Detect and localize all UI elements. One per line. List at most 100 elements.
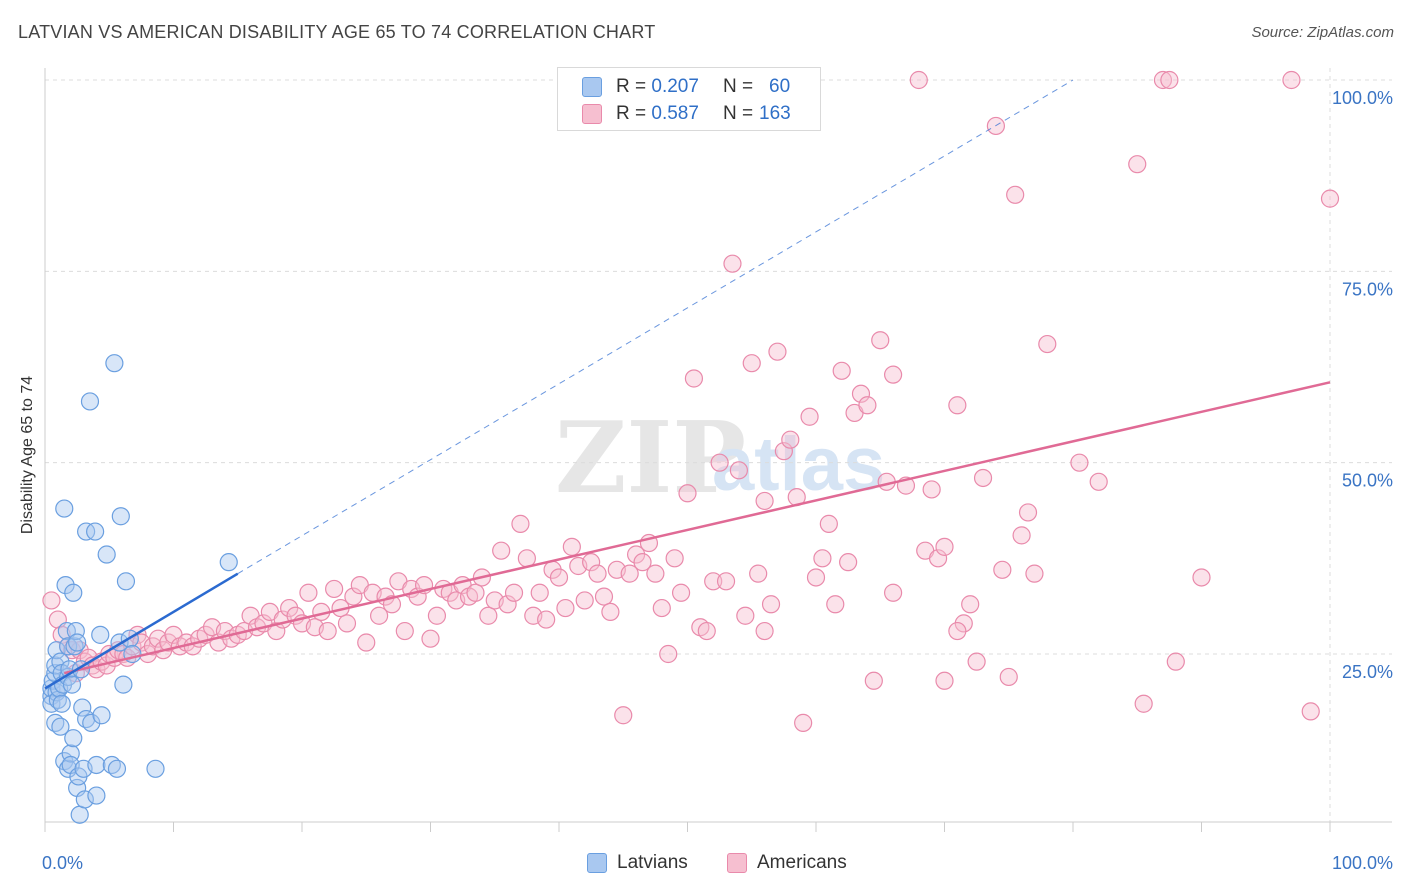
y-tick-label-50: 50.0% bbox=[1342, 471, 1393, 491]
american-point-172 bbox=[883, 583, 903, 602]
latvian-point-58 bbox=[219, 553, 238, 572]
american-point-78 bbox=[498, 595, 517, 614]
latvian-point-45 bbox=[87, 786, 106, 805]
latvian-point-41 bbox=[80, 392, 100, 411]
americans-swatch bbox=[582, 104, 602, 124]
legend-stats: R = 0.207 N = 60 R = 0.587 N = 163 bbox=[557, 67, 821, 131]
american-point-96 bbox=[614, 706, 633, 725]
american-point-104 bbox=[665, 549, 684, 568]
american-point-120 bbox=[768, 342, 787, 361]
american-point-167 bbox=[1089, 472, 1108, 491]
american-point-117 bbox=[749, 564, 768, 583]
chart-title: LATVIAN VS AMERICAN DISABILITY AGE 65 TO… bbox=[18, 22, 656, 42]
american-point-153 bbox=[1006, 185, 1025, 204]
american-point-53 bbox=[337, 614, 357, 633]
american-point-149 bbox=[973, 468, 993, 488]
x-tick-label-min: 0.0% bbox=[42, 853, 83, 873]
american-point-133 bbox=[851, 384, 871, 403]
americans-r-label: R = bbox=[616, 103, 647, 124]
tick-labels: 25.0% 50.0% 75.0% 100.0% 0.0% 100.0% bbox=[42, 88, 1393, 873]
american-point-114 bbox=[729, 461, 749, 480]
american-point-91 bbox=[582, 553, 601, 572]
american-point-87 bbox=[556, 598, 575, 618]
latvian-trend-line bbox=[44, 572, 239, 690]
american-point-105 bbox=[671, 583, 691, 602]
american-point-67 bbox=[427, 606, 447, 625]
american-point-156 bbox=[1025, 564, 1044, 583]
american-point-159 bbox=[1128, 155, 1147, 174]
american-point-135 bbox=[864, 671, 883, 690]
american-point-140 bbox=[909, 70, 928, 90]
american-point-151 bbox=[993, 560, 1012, 579]
latvian-point-54 bbox=[114, 675, 133, 694]
latvian-point-14 bbox=[52, 694, 71, 713]
american-point-127 bbox=[813, 549, 832, 568]
american-point-112 bbox=[716, 572, 736, 591]
american-point-134 bbox=[858, 396, 877, 415]
watermark-zip: ZIP bbox=[555, 401, 746, 516]
american-point-158 bbox=[1070, 453, 1089, 472]
american-point-97 bbox=[620, 564, 639, 583]
latvian-point-51 bbox=[107, 759, 127, 778]
legend-item-americans: Americans bbox=[727, 852, 847, 874]
latvians-legend-label: Latvians bbox=[617, 852, 688, 873]
american-point-148 bbox=[967, 652, 986, 671]
latvian-point-55 bbox=[116, 572, 136, 591]
american-point-50 bbox=[318, 621, 337, 641]
american-point-42 bbox=[267, 621, 286, 641]
latvian-point-27 bbox=[64, 729, 83, 748]
latvian-points bbox=[42, 354, 238, 824]
y-tick-label-100: 100.0% bbox=[1332, 88, 1393, 108]
y-tick-label-25: 25.0% bbox=[1342, 662, 1393, 682]
american-point-62 bbox=[395, 621, 414, 641]
latvians-r-value: 0.207 bbox=[651, 76, 699, 97]
latvian-point-44 bbox=[87, 755, 106, 775]
american-point-170 bbox=[935, 537, 954, 556]
latvian-point-43 bbox=[86, 522, 105, 541]
latvians-swatch bbox=[582, 77, 602, 97]
latvian-point-57 bbox=[146, 759, 165, 778]
american-point-77 bbox=[492, 541, 511, 560]
american-point-101 bbox=[646, 564, 665, 583]
american-point-107 bbox=[684, 369, 704, 388]
american-point-58 bbox=[370, 606, 389, 625]
latvians-n-label: N = bbox=[722, 76, 754, 97]
american-point-111 bbox=[710, 453, 729, 472]
american-point-115 bbox=[736, 606, 755, 625]
american-point-51 bbox=[325, 579, 344, 599]
american-point-168 bbox=[1192, 568, 1211, 587]
american-point-166 bbox=[1320, 189, 1340, 208]
latvian-point-36 bbox=[73, 698, 92, 717]
american-point-47 bbox=[299, 583, 318, 602]
american-point-90 bbox=[575, 591, 594, 610]
american-point-118 bbox=[755, 621, 774, 641]
american-point-131 bbox=[839, 553, 858, 572]
latvian-trend-extension bbox=[237, 79, 1074, 575]
latvian-point-42 bbox=[82, 713, 101, 732]
latvians-r-label: R = bbox=[616, 76, 647, 97]
american-point-130 bbox=[832, 361, 851, 380]
american-point-75 bbox=[479, 606, 498, 625]
latvian-point-50 bbox=[105, 354, 124, 373]
american-point-119 bbox=[761, 595, 781, 614]
american-point-163 bbox=[1166, 652, 1185, 671]
american-point-155 bbox=[1018, 503, 1038, 522]
latvians-n-value: 60 bbox=[769, 76, 791, 97]
american-point-86 bbox=[549, 568, 569, 587]
latvian-point-18 bbox=[56, 576, 75, 595]
american-point-161 bbox=[1153, 70, 1173, 90]
american-point-0 bbox=[42, 591, 61, 610]
legend-row-americans: R = 0.587 N = 163 bbox=[582, 102, 791, 126]
american-point-164 bbox=[1282, 70, 1301, 90]
american-point-110 bbox=[704, 572, 723, 591]
legend-series: Latvians Americans bbox=[0, 852, 1406, 878]
latvian-point-28 bbox=[64, 583, 83, 602]
american-point-142 bbox=[922, 480, 941, 499]
american-point-125 bbox=[800, 407, 819, 426]
latvian-point-34 bbox=[70, 805, 89, 824]
american-point-124 bbox=[794, 713, 813, 732]
latvian-point-20 bbox=[59, 637, 78, 656]
latvian-point-12 bbox=[51, 717, 70, 736]
americans-r-value: 0.587 bbox=[651, 103, 699, 124]
